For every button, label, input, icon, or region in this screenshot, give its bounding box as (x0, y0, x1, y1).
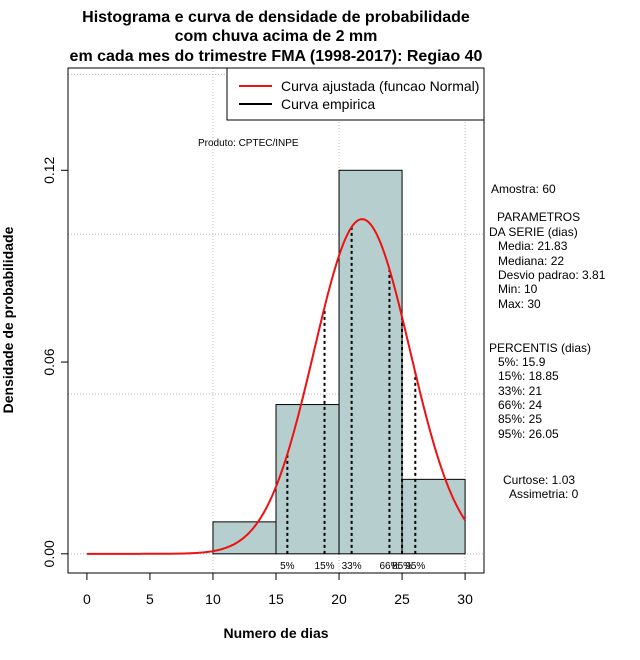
percentil-15: 15%: 18.85 (498, 369, 559, 383)
param-max: Max: 30 (498, 297, 541, 311)
percentis-title: PERCENTIS (dias) (489, 341, 591, 355)
x-axis: 0 5 10 15 20 25 30 (83, 572, 473, 607)
y-tick-label: 0.00 (41, 540, 57, 567)
x-tick-label: 0 (83, 591, 91, 607)
histogram-bar (338, 169, 403, 555)
percentile-label: 5% (280, 561, 295, 572)
chart-title-line-1: Histograma e curva de densidade de proba… (82, 9, 470, 26)
param-sd: Desvio padrao: 3.81 (498, 268, 606, 282)
percentile-label: 33% (342, 561, 362, 572)
legend-label-fit: Curva ajustada (funcao Normal) (281, 78, 479, 94)
percentil-33: 33%: 21 (498, 384, 542, 398)
legend-box (226, 67, 485, 121)
chart-title-line-3: em cada mes do trimestre FMA (1998-2017)… (70, 48, 483, 65)
percentil-5: 5%: 15.9 (498, 355, 546, 369)
x-tick-label: 20 (331, 591, 347, 607)
percentil-66: 66%: 24 (498, 398, 542, 412)
histogram-bars (212, 169, 466, 555)
credit-text: Produto: CPTEC/INPE (198, 138, 299, 149)
histogram-bar (275, 404, 340, 555)
x-tick-label: 25 (394, 591, 410, 607)
x-tick-label: 10 (205, 591, 221, 607)
curtose: Curtose: 1.03 (503, 473, 575, 487)
y-tick-label: 0.12 (41, 156, 57, 183)
percentil-95: 95%: 26.05 (498, 427, 559, 441)
params-title-2: DA SERIE (dias) (489, 225, 578, 239)
param-mean: Media: 21.83 (498, 239, 568, 253)
x-tick-label: 5 (146, 591, 154, 607)
y-axis-label: Densidade de probabilidade (0, 226, 16, 413)
x-tick-label: 15 (268, 591, 284, 607)
chart-title-line-2: com chuva acima de 2 mm (175, 28, 378, 45)
legend: Curva ajustada (funcao Normal) Curva emp… (226, 67, 485, 121)
x-tick-label: 30 (457, 591, 473, 607)
normal-fit-curve (86, 218, 466, 555)
assimetria: Assimetria: 0 (509, 487, 579, 501)
percentile-lines: 5% 15% 33% 66%85%95% (280, 226, 425, 572)
x-axis-label: Numero de dias (223, 625, 328, 641)
percentile-label: 66% (379, 561, 399, 572)
percentile-label: 95% (405, 561, 425, 572)
param-min: Min: 10 (498, 282, 538, 296)
params-title-1: PARAMETROS (497, 210, 580, 224)
percentile-label: 85% (392, 561, 412, 572)
legend-label-empirical: Curva empirica (281, 96, 375, 112)
percentil-85: 85%: 25 (498, 412, 542, 426)
param-median: Mediana: 22 (498, 254, 564, 268)
percentile-label: 15% (315, 561, 335, 572)
stats-panel: Amostra: 60 PARAMETROS DA SERIE (dias) M… (489, 182, 606, 501)
y-tick-label: 0.06 (41, 348, 57, 375)
y-axis: 0.00 0.06 0.12 (41, 156, 69, 567)
sample-size: Amostra: 60 (491, 182, 556, 196)
histogram-bar (401, 478, 466, 555)
